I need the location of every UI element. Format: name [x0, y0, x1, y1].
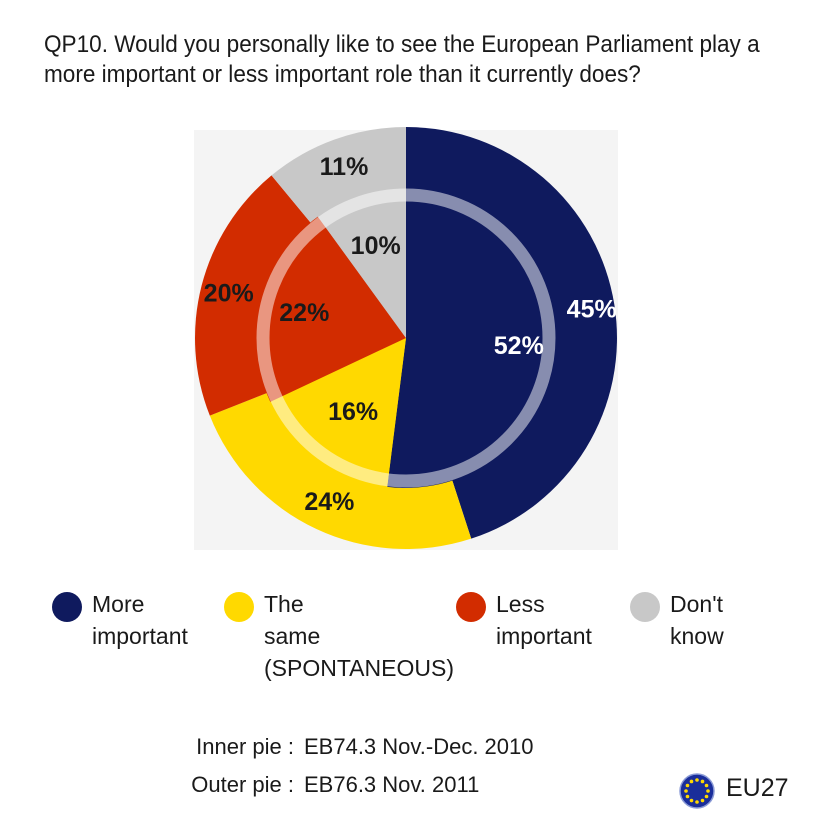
- eu-star: [684, 789, 688, 793]
- legend-label-line-2: same: [264, 623, 321, 649]
- source-inner-label: Inner pie :: [196, 734, 294, 759]
- legend-label-line-2: know: [670, 623, 724, 649]
- eu-star: [685, 783, 690, 788]
- inner-label-more-important: 52%: [494, 332, 544, 360]
- eu-star: [706, 789, 710, 793]
- outer-label-the-same-spontaneous: 24%: [304, 488, 354, 516]
- inner-slice-less-important: [256, 216, 406, 402]
- legend-label: More important: [92, 588, 188, 652]
- eu-star: [704, 794, 709, 799]
- legend-label-line-2: important: [496, 623, 592, 649]
- inner-slice-don-t-know: [317, 188, 406, 338]
- legend-label-line-1: Less: [496, 591, 545, 617]
- legend-label-line-2: important: [92, 623, 188, 649]
- eu-star: [700, 779, 705, 784]
- legend-label-line-1: Don't: [670, 591, 723, 617]
- inner-pie: [256, 188, 556, 488]
- legend-label: The same (SPONTANEOUS): [264, 588, 454, 684]
- eu-star: [695, 778, 699, 782]
- inner-slice-the-same-spontaneous: [270, 338, 406, 487]
- legend-swatch: [630, 592, 660, 622]
- source-outer-label: Outer pie :: [191, 772, 294, 797]
- outer-label-don-t-know: 11%: [320, 153, 369, 181]
- eu-star: [700, 798, 705, 803]
- legend-label: Less important: [496, 588, 592, 652]
- outer-label-more-important: 45%: [567, 296, 617, 324]
- slice-labels: 45% 24% 20% 11% 52% 16% 22% 10%: [204, 153, 617, 516]
- eu-star: [704, 783, 709, 788]
- inner-label-don-t-know: 10%: [351, 232, 401, 260]
- legend-label-line-3: (SPONTANEOUS): [264, 655, 454, 681]
- inner-label-less-important: 22%: [279, 299, 329, 327]
- eu-star: [695, 800, 699, 804]
- legend-swatch: [52, 592, 82, 622]
- source-outer-value: EB76.3 Nov. 2011: [304, 772, 480, 797]
- title-line-1: QP10. Would you personally like to see t…: [44, 31, 760, 58]
- eu-star: [689, 779, 694, 784]
- eu-star: [689, 798, 694, 803]
- legend-label-line-1: More: [92, 591, 145, 617]
- title-line-2: more important or less important role th…: [44, 61, 641, 88]
- legend-swatch: [224, 592, 254, 622]
- legend-swatch: [456, 592, 486, 622]
- eu-star: [685, 794, 690, 799]
- eu-flag-icon: [679, 773, 715, 809]
- eu27-label: EU27: [726, 774, 789, 802]
- inner-ring-separator: [256, 188, 556, 488]
- legend-label: Don't know: [670, 588, 724, 652]
- chart-title: QP10. Would you personally like to see t…: [44, 30, 760, 90]
- inner-slice-more-important: [387, 188, 556, 488]
- source-inner-value: EB74.3 Nov.-Dec. 2010: [304, 734, 534, 759]
- legend-label-line-1: The: [264, 591, 304, 617]
- outer-label-less-important: 20%: [204, 280, 254, 308]
- inner-label-the-same-spontaneous: 16%: [328, 398, 378, 426]
